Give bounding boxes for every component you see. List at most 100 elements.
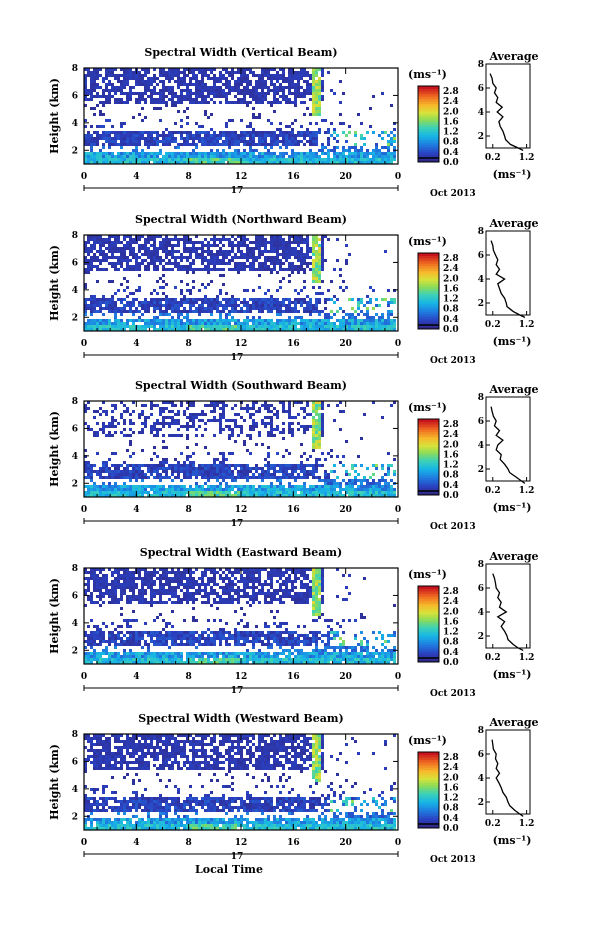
heatmap-cell	[369, 322, 372, 325]
heatmap-cell	[282, 491, 285, 494]
heatmap-cell	[246, 319, 249, 322]
heatmap-cell	[198, 155, 201, 158]
heatmap-cell	[168, 304, 171, 307]
heatmap-cell	[309, 83, 312, 86]
heatmap-cell	[177, 491, 180, 494]
heatmap-cell	[387, 146, 390, 149]
heatmap-cell	[159, 134, 162, 137]
heatmap-cell	[114, 319, 117, 322]
heatmap-cell	[141, 413, 144, 416]
heatmap-cell	[315, 404, 318, 407]
heatmap-cell	[84, 313, 87, 316]
heatmap-cell	[360, 301, 363, 304]
heatmap-cell	[165, 86, 168, 89]
heatmap-cell	[231, 152, 234, 155]
heatmap-cell	[213, 152, 216, 155]
heatmap-cell	[129, 428, 132, 431]
heatmap-cell	[261, 304, 264, 307]
x-tick-label: 4	[133, 505, 139, 515]
heatmap-cell	[270, 422, 273, 425]
heatmap-cell	[360, 325, 363, 328]
heatmap-cell	[210, 158, 213, 161]
heatmap-cell	[186, 437, 189, 440]
heatmap-cell	[264, 98, 267, 101]
heatmap-cell	[252, 476, 255, 479]
heatmap-cell	[357, 313, 360, 316]
colorbar-segment	[418, 298, 439, 302]
heatmap-cell	[369, 494, 372, 497]
heatmap-cell	[300, 125, 303, 128]
heatmap-cell	[93, 152, 96, 155]
heatmap-cell	[108, 280, 111, 283]
heatmap-cell	[150, 407, 153, 410]
heatmap-cell	[198, 467, 201, 470]
heatmap-cell	[84, 262, 87, 265]
heatmap-cell	[327, 485, 330, 488]
heatmap-cell	[126, 476, 129, 479]
heatmap-cell	[90, 125, 93, 128]
heatmap-cell	[300, 407, 303, 410]
heatmap-cell	[219, 401, 222, 404]
heatmap-cell	[102, 431, 105, 434]
heatmap-cell	[222, 238, 225, 241]
heatmap-cell	[114, 268, 117, 271]
heatmap-cell	[219, 485, 222, 488]
heatmap-cell	[141, 325, 144, 328]
heatmap-cell	[261, 241, 264, 244]
heatmap-cell	[240, 256, 243, 259]
heatmap-cell	[303, 143, 306, 146]
heatmap-cell	[186, 473, 189, 476]
heatmap-cell	[156, 98, 159, 101]
heatmap-cell	[378, 149, 381, 152]
heatmap-cell	[141, 404, 144, 407]
heatmap-cell	[153, 328, 156, 331]
heatmap-cell	[189, 464, 192, 467]
heatmap-cell	[156, 464, 159, 467]
heatmap-cell	[159, 277, 162, 280]
heatmap-cell	[291, 101, 294, 104]
heatmap-cell	[321, 161, 324, 164]
heatmap-cell	[297, 80, 300, 83]
heatmap-cell	[93, 431, 96, 434]
heatmap-cell	[141, 98, 144, 101]
heatmap-cell	[378, 485, 381, 488]
heatmap-cell	[342, 322, 345, 325]
heatmap-cell	[240, 98, 243, 101]
heatmap-cell	[87, 250, 90, 253]
heatmap-cell	[126, 410, 129, 413]
colorbar-tick-label: 0.4	[443, 148, 459, 158]
heatmap-cell	[120, 125, 123, 128]
heatmap-cell	[84, 134, 87, 137]
heatmap-cell	[282, 494, 285, 497]
heatmap-cell	[372, 307, 375, 310]
heatmap-cell	[204, 298, 207, 301]
heatmap-cell	[180, 467, 183, 470]
heatmap-cell	[312, 434, 315, 437]
heatmap-cell	[333, 494, 336, 497]
heatmap-cell	[171, 95, 174, 98]
heatmap-cell	[99, 470, 102, 473]
heatmap-cell	[138, 83, 141, 86]
heatmap-cell	[252, 494, 255, 497]
heatmap-cell	[333, 479, 336, 482]
heatmap-cell	[168, 253, 171, 256]
heatmap-cell	[180, 425, 183, 428]
heatmap-cell	[252, 247, 255, 250]
heatmap-cell	[180, 137, 183, 140]
heatmap-cell	[183, 295, 186, 298]
heatmap-cell	[246, 310, 249, 313]
colorbar-tick-label: 2.0	[443, 107, 459, 117]
heatmap-cell	[153, 301, 156, 304]
heatmap-cell	[87, 143, 90, 146]
heatmap-cell	[153, 268, 156, 271]
heatmap-cell	[114, 68, 117, 71]
heatmap-cell	[150, 431, 153, 434]
heatmap-cell	[216, 256, 219, 259]
heatmap-cell	[204, 295, 207, 298]
heatmap-cell	[162, 416, 165, 419]
heatmap-cell	[291, 80, 294, 83]
heatmap-cell	[84, 158, 87, 161]
heatmap-cell	[174, 95, 177, 98]
heatmap-cell	[246, 140, 249, 143]
heatmap-cell	[90, 86, 93, 89]
